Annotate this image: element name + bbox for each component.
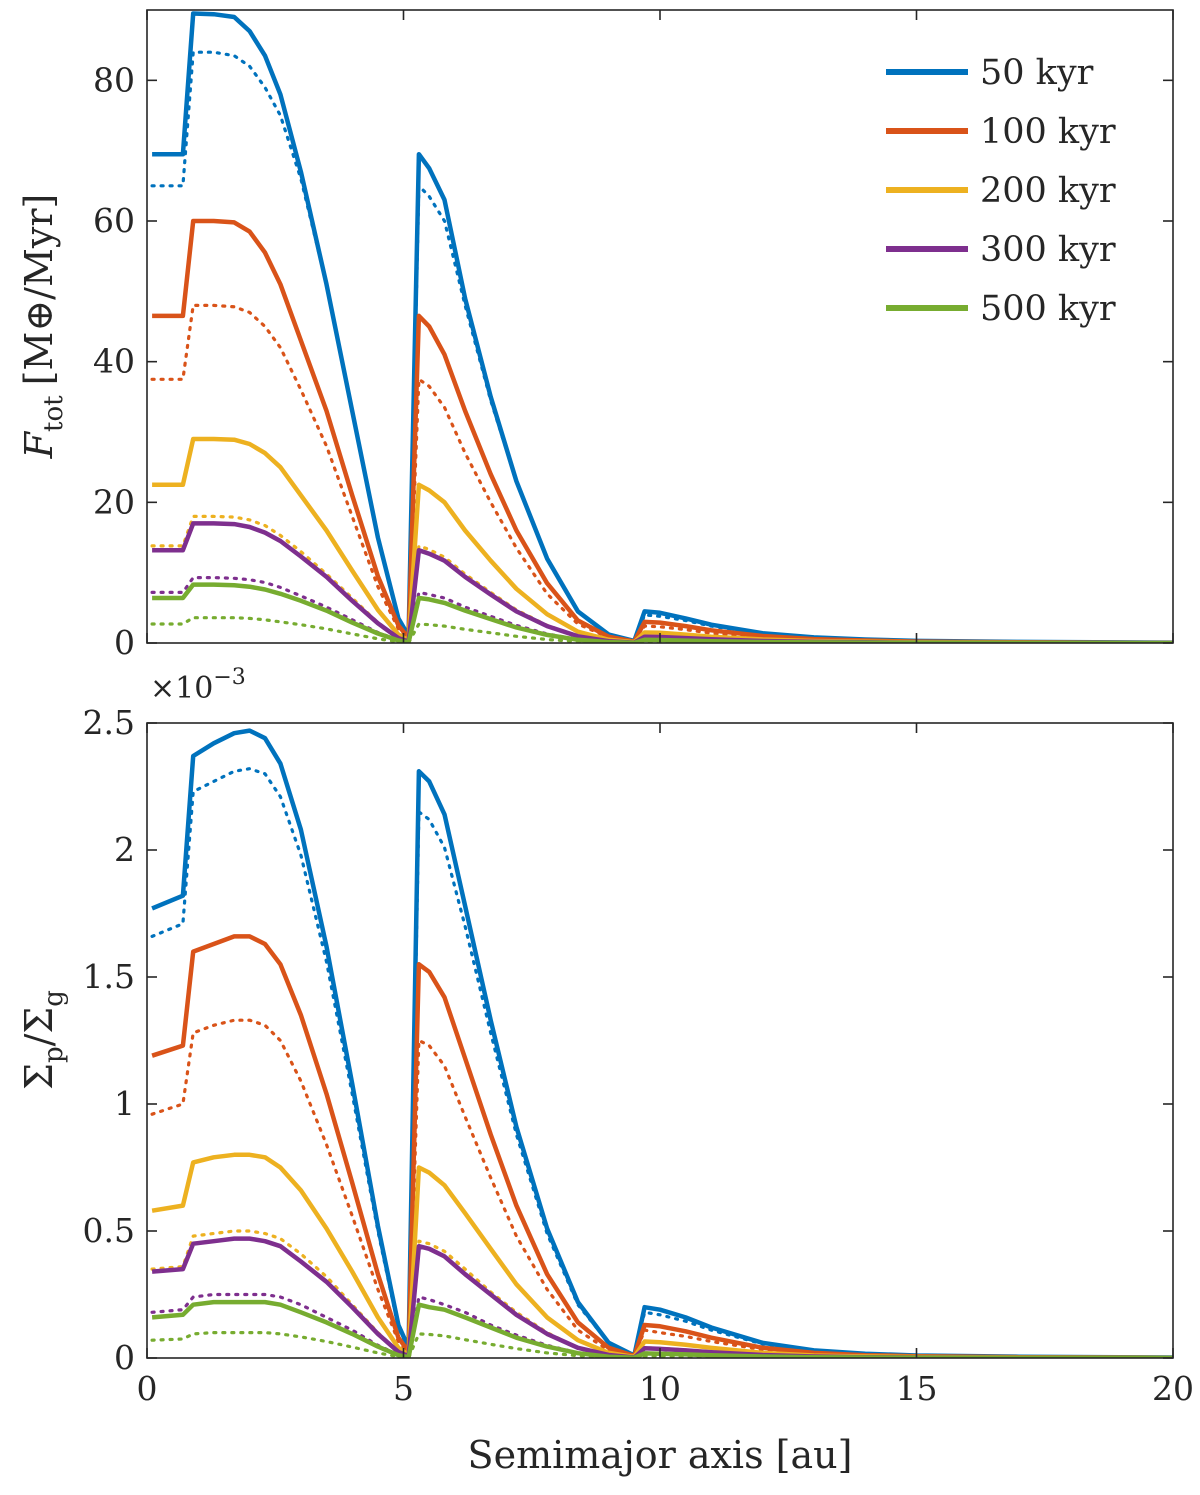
- top-ylabel-unit: [M⊕/Myr]: [17, 194, 61, 386]
- x-axis-label: Semimajor axis [au]: [468, 1433, 853, 1477]
- y-tick-label: 60: [93, 201, 135, 240]
- y-tick-label: 80: [93, 60, 135, 99]
- bottom-ylabel-sub: p: [39, 1046, 69, 1063]
- legend-label: 100 kyr: [980, 112, 1116, 152]
- bottom-axes-frame: [146, 722, 1174, 1359]
- top-plot-area: [150, 11, 1173, 643]
- bottom-panel: ×10−3 0 0.5 1 1.5 2 2.5 0 5 10 15 20 Σp/Σg Semima…: [17, 665, 1194, 1477]
- series-line-top-200kyr-dotted: [150, 514, 1173, 643]
- exponent-base: ×10: [150, 671, 213, 706]
- y-tick-label: 0: [114, 1338, 135, 1377]
- series-line-top-500kyr-dotted: [150, 616, 1173, 643]
- series-line-top-50kyr-solid: [152, 11, 1173, 643]
- y-tick-label: 2.5: [83, 703, 135, 742]
- series-line-bottom-200kyr-dotted: [150, 1229, 1173, 1358]
- series-line-bottom-100kyr-solid: [151, 934, 1173, 1358]
- bottom-y-axis-label: Σp/Σg: [17, 990, 69, 1090]
- bottom-plot-area: [150, 728, 1173, 1358]
- bottom-y-ticks: 0 0.5 1 1.5 2 2.5: [83, 703, 1173, 1377]
- y-tick-label: 2: [114, 830, 135, 869]
- legend-label: 300 kyr: [980, 230, 1116, 270]
- bottom-ylabel-main: Σ: [17, 1063, 61, 1090]
- top-ylabel-main: F: [17, 430, 61, 459]
- top-panel: 0 20 40 60 80 Ftot [M⊕/Myr] 50 kyr 100 kyr 200 …: [17, 9, 1174, 662]
- y-tick-label: 1: [114, 1084, 135, 1123]
- y-tick-label: 20: [93, 482, 135, 521]
- x-tick-label: 20: [1152, 1369, 1194, 1408]
- series-line-bottom-50kyr-solid: [151, 728, 1173, 1358]
- legend: 50 kyr 100 kyr 200 kyr 300 kyr 500 kyr: [886, 53, 1116, 329]
- series-line-top-100kyr-solid: [152, 218, 1173, 643]
- top-y-axis-label: Ftot [M⊕/Myr]: [17, 194, 69, 460]
- bottom-ylabel-mid: /Σ: [17, 1007, 61, 1047]
- x-tick-label: 5: [393, 1369, 414, 1408]
- bottom-x-ticks: 0 5 10 15 20: [137, 723, 1194, 1408]
- exponent-label: ×10−3: [150, 665, 246, 706]
- series-line-bottom-200kyr-solid: [151, 1152, 1173, 1358]
- legend-label: 50 kyr: [980, 53, 1094, 93]
- top-y-ticks: 0 20 40 60 80: [93, 60, 1173, 662]
- exponent-power: −3: [213, 665, 245, 690]
- series-line-top-500kyr-solid: [152, 582, 1173, 643]
- x-tick-label: 10: [639, 1369, 681, 1408]
- bottom-ylabel-sub2: g: [39, 990, 69, 1007]
- x-tick-label: 0: [137, 1369, 158, 1408]
- y-tick-label: 0: [114, 623, 135, 662]
- legend-label: 500 kyr: [980, 289, 1116, 329]
- x-tick-label: 15: [896, 1369, 938, 1408]
- y-tick-label: 1.5: [83, 957, 135, 996]
- legend-label: 200 kyr: [980, 171, 1116, 211]
- top-axes-frame: [146, 9, 1174, 644]
- y-tick-label: 40: [93, 342, 135, 381]
- y-tick-label: 0.5: [83, 1211, 135, 1250]
- series-line-top-100kyr-dotted: [150, 303, 1173, 643]
- series-line-bottom-500kyr-solid: [151, 1299, 1173, 1358]
- series-line-bottom-100kyr-dotted: [150, 1018, 1173, 1358]
- top-ylabel-sub: tot: [39, 395, 69, 432]
